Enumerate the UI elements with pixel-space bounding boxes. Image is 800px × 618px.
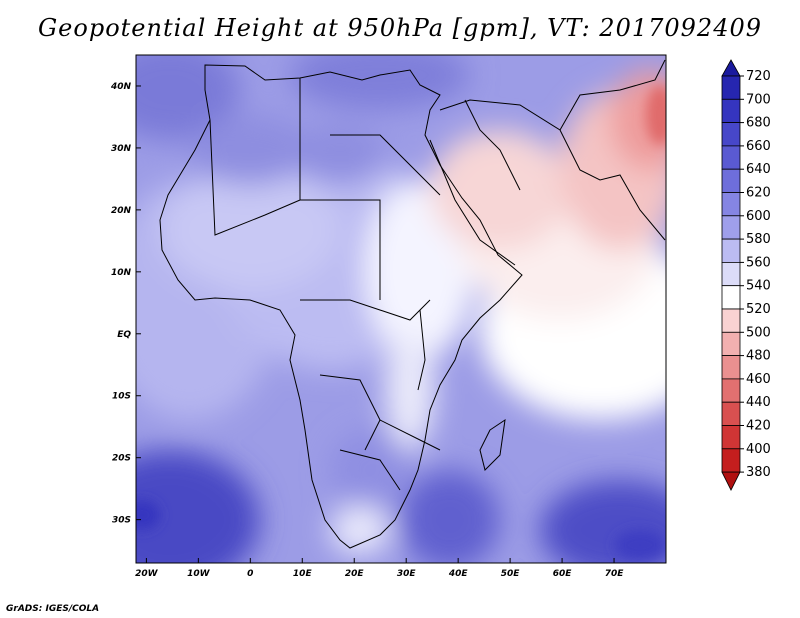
- colorbar-swatch: [721, 448, 741, 473]
- colorbar-swatch: [721, 471, 741, 491]
- colorbar-label: 640: [746, 162, 771, 177]
- lon-tick-label: 70E: [605, 569, 625, 579]
- colorbar-swatch: [721, 401, 741, 426]
- colorbar-swatch: [721, 331, 741, 356]
- lon-tick-label: 40E: [448, 569, 469, 579]
- colorbar-swatch: [721, 168, 741, 193]
- map-title: Geopotential Height at 950hPa [gpm], VT:…: [38, 14, 762, 42]
- colorbar-label: 580: [746, 232, 771, 247]
- colorbar-swatch: [721, 192, 741, 217]
- lat-tick-label: 30S: [112, 516, 131, 526]
- colorbar-label: 400: [746, 442, 771, 457]
- map-frame: [135, 54, 667, 564]
- colorbar-label: 680: [746, 116, 771, 131]
- lon-tick-label: 0: [247, 569, 253, 579]
- colorbar-swatch: [721, 98, 741, 124]
- latitude-axis: 40N 30N 20N 10N EQ 10S 20S 30S: [110, 82, 141, 526]
- colorbar-label: 560: [746, 255, 771, 270]
- lat-tick-label: 10S: [112, 392, 131, 402]
- colorbar-label: 600: [746, 209, 771, 224]
- colorbar-label: 660: [746, 139, 771, 154]
- lon-tick-label: 50E: [501, 569, 521, 579]
- colorbar-swatch: [721, 215, 741, 240]
- grads-credit: GrADS: IGES/COLA: [6, 604, 100, 614]
- colorbar-label: 380: [746, 465, 771, 480]
- colorbar-label: 500: [746, 325, 771, 340]
- colorbar-label: 700: [746, 92, 771, 107]
- colorbar-label: 420: [746, 419, 771, 434]
- colorbar-label: 540: [746, 279, 771, 294]
- colorbar-swatch: [721, 261, 741, 287]
- colorbar-swatch: [721, 425, 741, 450]
- lon-tick-label: 20E: [345, 569, 365, 579]
- colorbar-swatch: [721, 238, 741, 263]
- colorbar-swatch: [721, 378, 741, 403]
- colorbar: 720 700 680 660 640 620 600 580 560 540 520 500 480 4…: [721, 59, 771, 491]
- lat-tick-label: 30N: [111, 144, 132, 154]
- colorbar-label: 620: [746, 186, 771, 201]
- coastlines: [159, 59, 666, 549]
- lon-tick-label: 30E: [397, 569, 417, 579]
- colorbar-swatch: [721, 59, 741, 77]
- lat-tick-label: EQ: [117, 330, 131, 340]
- lon-tick-label: 60E: [553, 569, 573, 579]
- lat-tick-label: 20S: [112, 454, 131, 464]
- colorbar-swatch: [721, 285, 741, 310]
- lon-tick-label: 10W: [187, 569, 211, 579]
- lon-tick-label: 10E: [293, 569, 313, 579]
- colorbar-label: 440: [746, 395, 771, 410]
- colorbar-label: 480: [746, 349, 771, 364]
- lon-tick-label: 20W: [135, 569, 159, 579]
- colorbar-swatch: [721, 308, 741, 333]
- longitude-axis: 20W 10W 0 10E 20E 30E 40E 50E 60E 70E: [135, 558, 624, 579]
- colorbar-label: 720: [746, 69, 771, 84]
- lat-tick-label: 40N: [110, 82, 132, 92]
- colorbar-swatch: [721, 122, 741, 147]
- colorbar-swatch: [721, 75, 741, 100]
- colorbar-swatch: [721, 145, 741, 170]
- colorbar-label: 460: [746, 372, 771, 387]
- colorbar-label: 520: [746, 302, 771, 317]
- height-field: [136, 55, 666, 563]
- lat-tick-label: 20N: [111, 206, 132, 216]
- lat-tick-label: 10N: [111, 268, 132, 278]
- colorbar-swatch: [721, 355, 741, 380]
